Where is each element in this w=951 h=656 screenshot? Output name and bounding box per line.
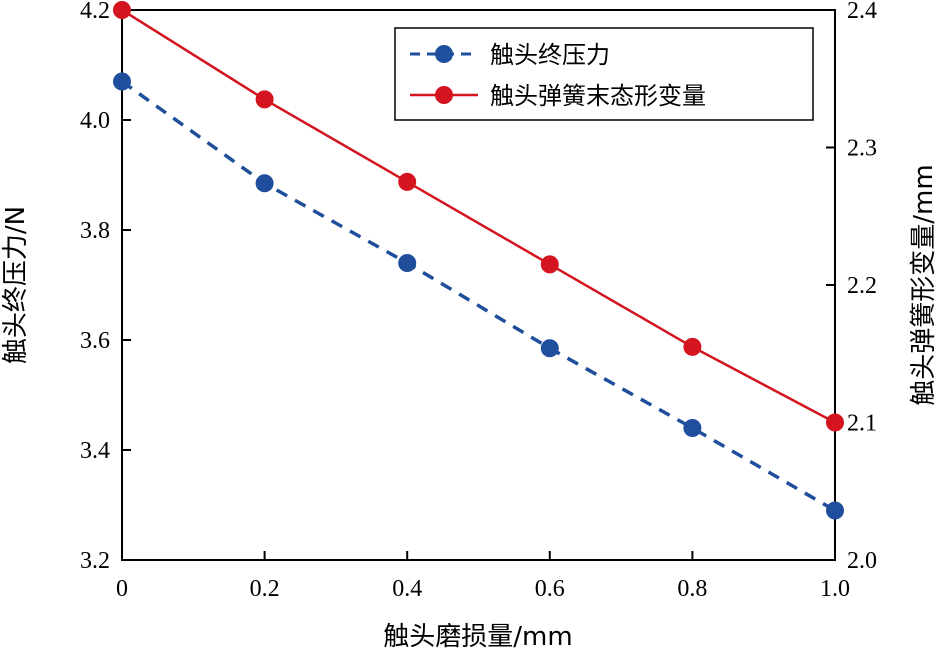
series-0-point [113,72,131,91]
x-tick-label: 0.6 [535,576,565,602]
x-axis-title: 触头磨损量/mm [383,622,572,652]
series-line-1 [121,8,836,424]
right-y-tick-label: 2.2 [847,273,877,299]
series-0-point [255,174,274,193]
x-tick-label: 0.2 [250,576,280,602]
series-1-point [113,1,131,19]
series-layer [113,1,844,520]
x-tick-label: 0 [116,576,128,602]
series-1-point [683,337,702,356]
legend-marker-spring-deformation [435,86,453,104]
series-0-point [826,501,844,520]
x-tick-label: 1.0 [820,576,850,602]
series-0-point [540,339,559,358]
series-1-point [826,413,844,432]
left-y-axis: 3.2 3.4 3.6 3.8 4.0 4.2 [80,0,131,574]
left-y-tick-label: 3.2 [80,548,110,574]
series-1-point [255,90,274,109]
x-tick-label: 0.8 [677,576,707,602]
x-axis: 0 0.2 0.4 0.6 0.8 1.0 [116,551,850,602]
left-y-tick-label: 3.6 [80,328,110,354]
series-1-point [398,172,417,191]
legend-label-contact-pressure: 触头终压力 [490,41,610,69]
right-y-tick-label: 2.0 [847,548,877,574]
right-y-axis-title: 触头弹簧形变量/mm [909,164,939,405]
left-y-tick-label: 4.2 [80,0,110,24]
series-0-point [398,254,417,272]
series-0-point [683,419,702,437]
right-y-tick-label: 2.1 [847,411,877,437]
x-tick-label: 0.4 [392,576,422,602]
right-y-tick-label: 2.3 [847,136,877,162]
legend-marker-contact-pressure [435,45,453,63]
left-y-axis-title: 触头终压力/N [1,206,31,364]
left-y-tick-label: 3.8 [80,218,110,244]
legend: 触头终压力 触头弹簧末态形变量 [394,27,814,121]
series-1-point [540,255,559,274]
right-y-axis: 2.0 2.1 2.2 2.3 2.4 [826,0,877,574]
right-y-tick-label: 2.4 [847,0,877,24]
legend-label-spring-deformation: 触头弹簧末态形变量 [490,82,706,110]
series-line-0 [120,80,836,513]
legend-box [394,27,814,121]
left-y-tick-label: 3.4 [80,438,110,464]
left-y-tick-label: 4.0 [80,108,110,134]
